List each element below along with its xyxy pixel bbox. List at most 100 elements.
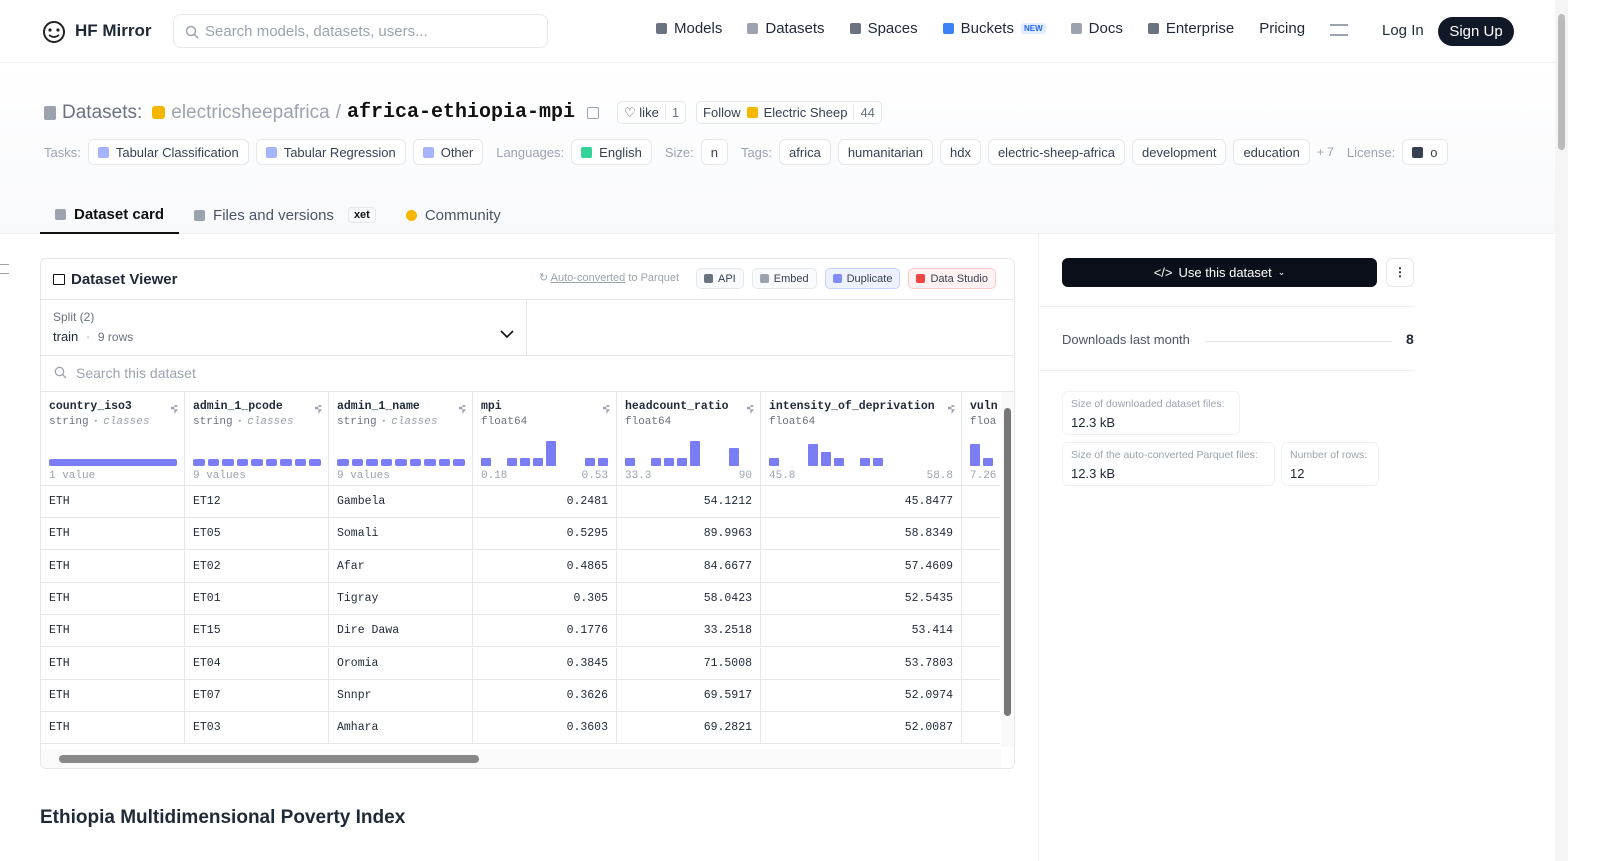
tab[interactable]: Dataset card [40,196,180,234]
table-cell[interactable] [962,551,1000,583]
table-cell[interactable]: 0.5295 [473,518,617,551]
like-button[interactable]: ♡ like 1 [617,101,687,124]
table-cell[interactable]: 84.6677 [617,550,761,583]
table-cell[interactable]: ETH [41,518,185,551]
table-cell[interactable]: ETH [41,486,185,518]
brand[interactable]: HF Mirror [75,21,152,40]
viewer-button[interactable]: API [696,268,744,289]
column-header[interactable]: country_iso3 string · classes 1 value [41,392,185,486]
tag-chip[interactable]: o [1402,139,1448,165]
tag-chip[interactable]: Other [412,139,484,165]
table-cell[interactable]: 0.2481 [473,486,617,518]
page-scrollbar[interactable] [1555,0,1568,861]
tag-chip[interactable]: humanitarian [837,139,933,165]
nav-link[interactable]: Enterprise [1147,20,1234,37]
split-select[interactable]: Split (2) train · 9 rows [41,299,527,355]
table-cell[interactable]: Amhara [329,712,473,745]
copy-icon[interactable] [587,106,600,119]
table-cell[interactable]: Dire Dawa [329,615,473,648]
table-cell[interactable]: ET02 [185,550,329,583]
viewer-button[interactable]: Embed [751,268,817,289]
table-cell[interactable] [962,615,1000,648]
tag-chip[interactable]: development [1132,139,1227,165]
tag-chip[interactable]: hdx [939,139,981,165]
table-cell[interactable]: 58.0423 [617,582,761,615]
table-cell[interactable]: 0.1776 [473,615,617,648]
table-cell[interactable]: ETH [41,647,185,680]
tab[interactable]: Community [391,196,516,234]
signup[interactable]: Sign Up [1438,17,1514,46]
table-cell[interactable]: ETH [41,582,185,615]
table-cell[interactable]: Gambela [329,486,473,518]
column-header[interactable]: vuln floa 7.26 [962,392,1000,486]
table-cell[interactable]: ETH [41,712,185,745]
table-cell[interactable]: 58.8349 [761,518,962,551]
nav-link[interactable]: Pricing [1259,20,1305,37]
dataset-name[interactable]: africa-ethiopia-mpi [346,101,576,124]
table-cell[interactable]: 57.4609 [761,550,962,583]
table-cell[interactable]: ET03 [185,712,329,745]
table-cell[interactable]: 69.5917 [617,679,761,712]
nav-link[interactable]: Spaces [849,20,918,37]
more-tags[interactable]: + 7 [1316,145,1334,159]
table-cell[interactable]: 0.4865 [473,550,617,583]
table-cell[interactable]: ET04 [185,647,329,680]
table-cell[interactable]: 45.8477 [761,486,962,518]
table-cell[interactable]: 0.3603 [473,712,617,745]
nav-link[interactable]: Models [656,20,722,37]
table-cell[interactable] [962,712,1000,745]
menu-icon[interactable] [1330,24,1348,36]
table-cell[interactable]: ET01 [185,582,329,615]
tag-chip[interactable]: English [571,139,652,165]
dataset-search[interactable]: Search this dataset [76,365,196,381]
table-cell[interactable]: 52.0087 [761,712,962,745]
tag-chip[interactable]: education [1233,139,1310,165]
login[interactable]: Log In [1382,22,1424,39]
table-cell[interactable] [962,583,1000,615]
table-cell[interactable] [962,648,1000,680]
search-box[interactable]: Search models, datasets, users... [173,14,548,48]
table-cell[interactable]: Afar [329,550,473,583]
nav-link[interactable]: Buckets NEW [942,20,1046,37]
table-cell[interactable] [962,486,1000,518]
table-cell[interactable]: 52.5435 [761,582,962,615]
tab[interactable]: Files and versions xet [179,196,391,234]
table-cell[interactable]: Snnpr [329,679,473,712]
viewer-button[interactable]: Data Studio [908,268,996,289]
table-cell[interactable]: ET15 [185,615,329,648]
tag-chip[interactable]: Tabular Regression [255,139,406,165]
tag-chip[interactable]: electric-sheep-africa [987,139,1125,165]
table-cell[interactable]: ET07 [185,679,329,712]
v-scrollbar[interactable] [1001,392,1014,747]
more-button[interactable]: ⋮ [1386,258,1414,287]
nav-link[interactable]: Datasets [747,20,825,37]
tag-chip[interactable]: africa [779,139,831,165]
table-cell[interactable] [962,518,1000,551]
table-cell[interactable] [962,680,1000,712]
use-dataset-button[interactable]: </> Use this dataset ⌄ [1062,258,1377,287]
column-header[interactable]: admin_1_name string · classes 9 values [329,392,473,486]
toc-icon[interactable] [0,264,9,274]
table-cell[interactable]: 0.3626 [473,679,617,712]
table-cell[interactable]: 89.9963 [617,518,761,551]
owner[interactable]: electricsheepafrica [171,101,330,123]
viewer-button[interactable]: Duplicate [824,268,901,289]
table-cell[interactable]: 0.3845 [473,647,617,680]
nav-link[interactable]: Docs [1070,20,1123,37]
table-cell[interactable]: ETH [41,615,185,648]
table-cell[interactable]: Oromia [329,647,473,680]
table-cell[interactable]: 53.414 [761,615,962,648]
h-scrollbar[interactable] [41,749,1001,768]
table-cell[interactable]: ETH [41,550,185,583]
table-cell[interactable]: Somali [329,518,473,551]
column-header[interactable]: mpi float64 0.18 0.53 [473,392,617,486]
table-cell[interactable]: 33.2518 [617,615,761,648]
tag-chip[interactable]: n [700,139,728,165]
table-cell[interactable]: Tigray [329,582,473,615]
table-cell[interactable]: 71.5008 [617,647,761,680]
tag-chip[interactable]: Tabular Classification [87,139,249,165]
table-cell[interactable]: 69.2821 [617,712,761,745]
column-header[interactable]: admin_1_pcode string · classes 9 values [185,392,329,486]
table-cell[interactable]: ETH [41,679,185,712]
table-cell[interactable]: ET12 [185,486,329,518]
